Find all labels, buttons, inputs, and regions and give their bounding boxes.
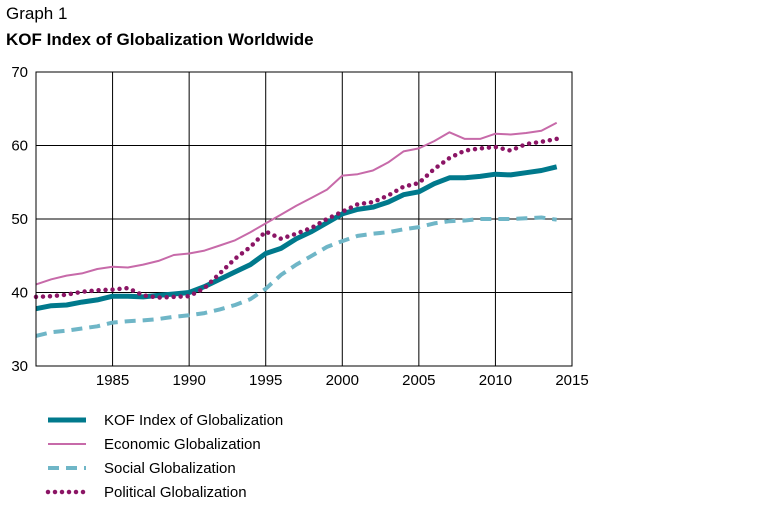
y-tick-label: 70 <box>11 64 28 81</box>
series-line-economic-globalization <box>35 121 558 286</box>
x-tick-label: 2010 <box>479 372 512 389</box>
chart-ticks: 30 40 50 60 70 1985 1990 1995 2000 2005 2010 2015 <box>11 64 588 389</box>
y-tick-label: 50 <box>11 211 28 228</box>
legend-label: Economic Globalization <box>104 436 261 453</box>
y-tick-label: 60 <box>11 138 28 155</box>
legend-label: Social Globalization <box>104 460 236 477</box>
x-tick-label: 2000 <box>326 372 359 389</box>
x-tick-label: 1990 <box>172 372 205 389</box>
series-line-political-globalization <box>33 136 559 300</box>
legend-label: KOF Index of Globalization <box>104 412 283 429</box>
series-line-social-globalization <box>35 215 557 338</box>
x-tick-label: 1985 <box>96 372 129 389</box>
series-line-kof-index-of-globalization <box>35 164 558 312</box>
x-tick-label: 2005 <box>402 372 435 389</box>
y-tick-label: 40 <box>11 285 28 302</box>
x-tick-label: 1995 <box>249 372 282 389</box>
y-tick-label: 30 <box>11 358 28 375</box>
legend-label: Political Globalization <box>104 484 247 501</box>
graph-label: Graph 1 <box>6 4 68 23</box>
plot-frame <box>35 71 573 367</box>
chart-legend: KOF Index of Globalization Economic Globa… <box>45 412 283 501</box>
chart-title: KOF Index of Globalization Worldwide <box>6 30 314 49</box>
x-tick-label: 2015 <box>555 372 588 389</box>
chart-series <box>33 121 559 338</box>
